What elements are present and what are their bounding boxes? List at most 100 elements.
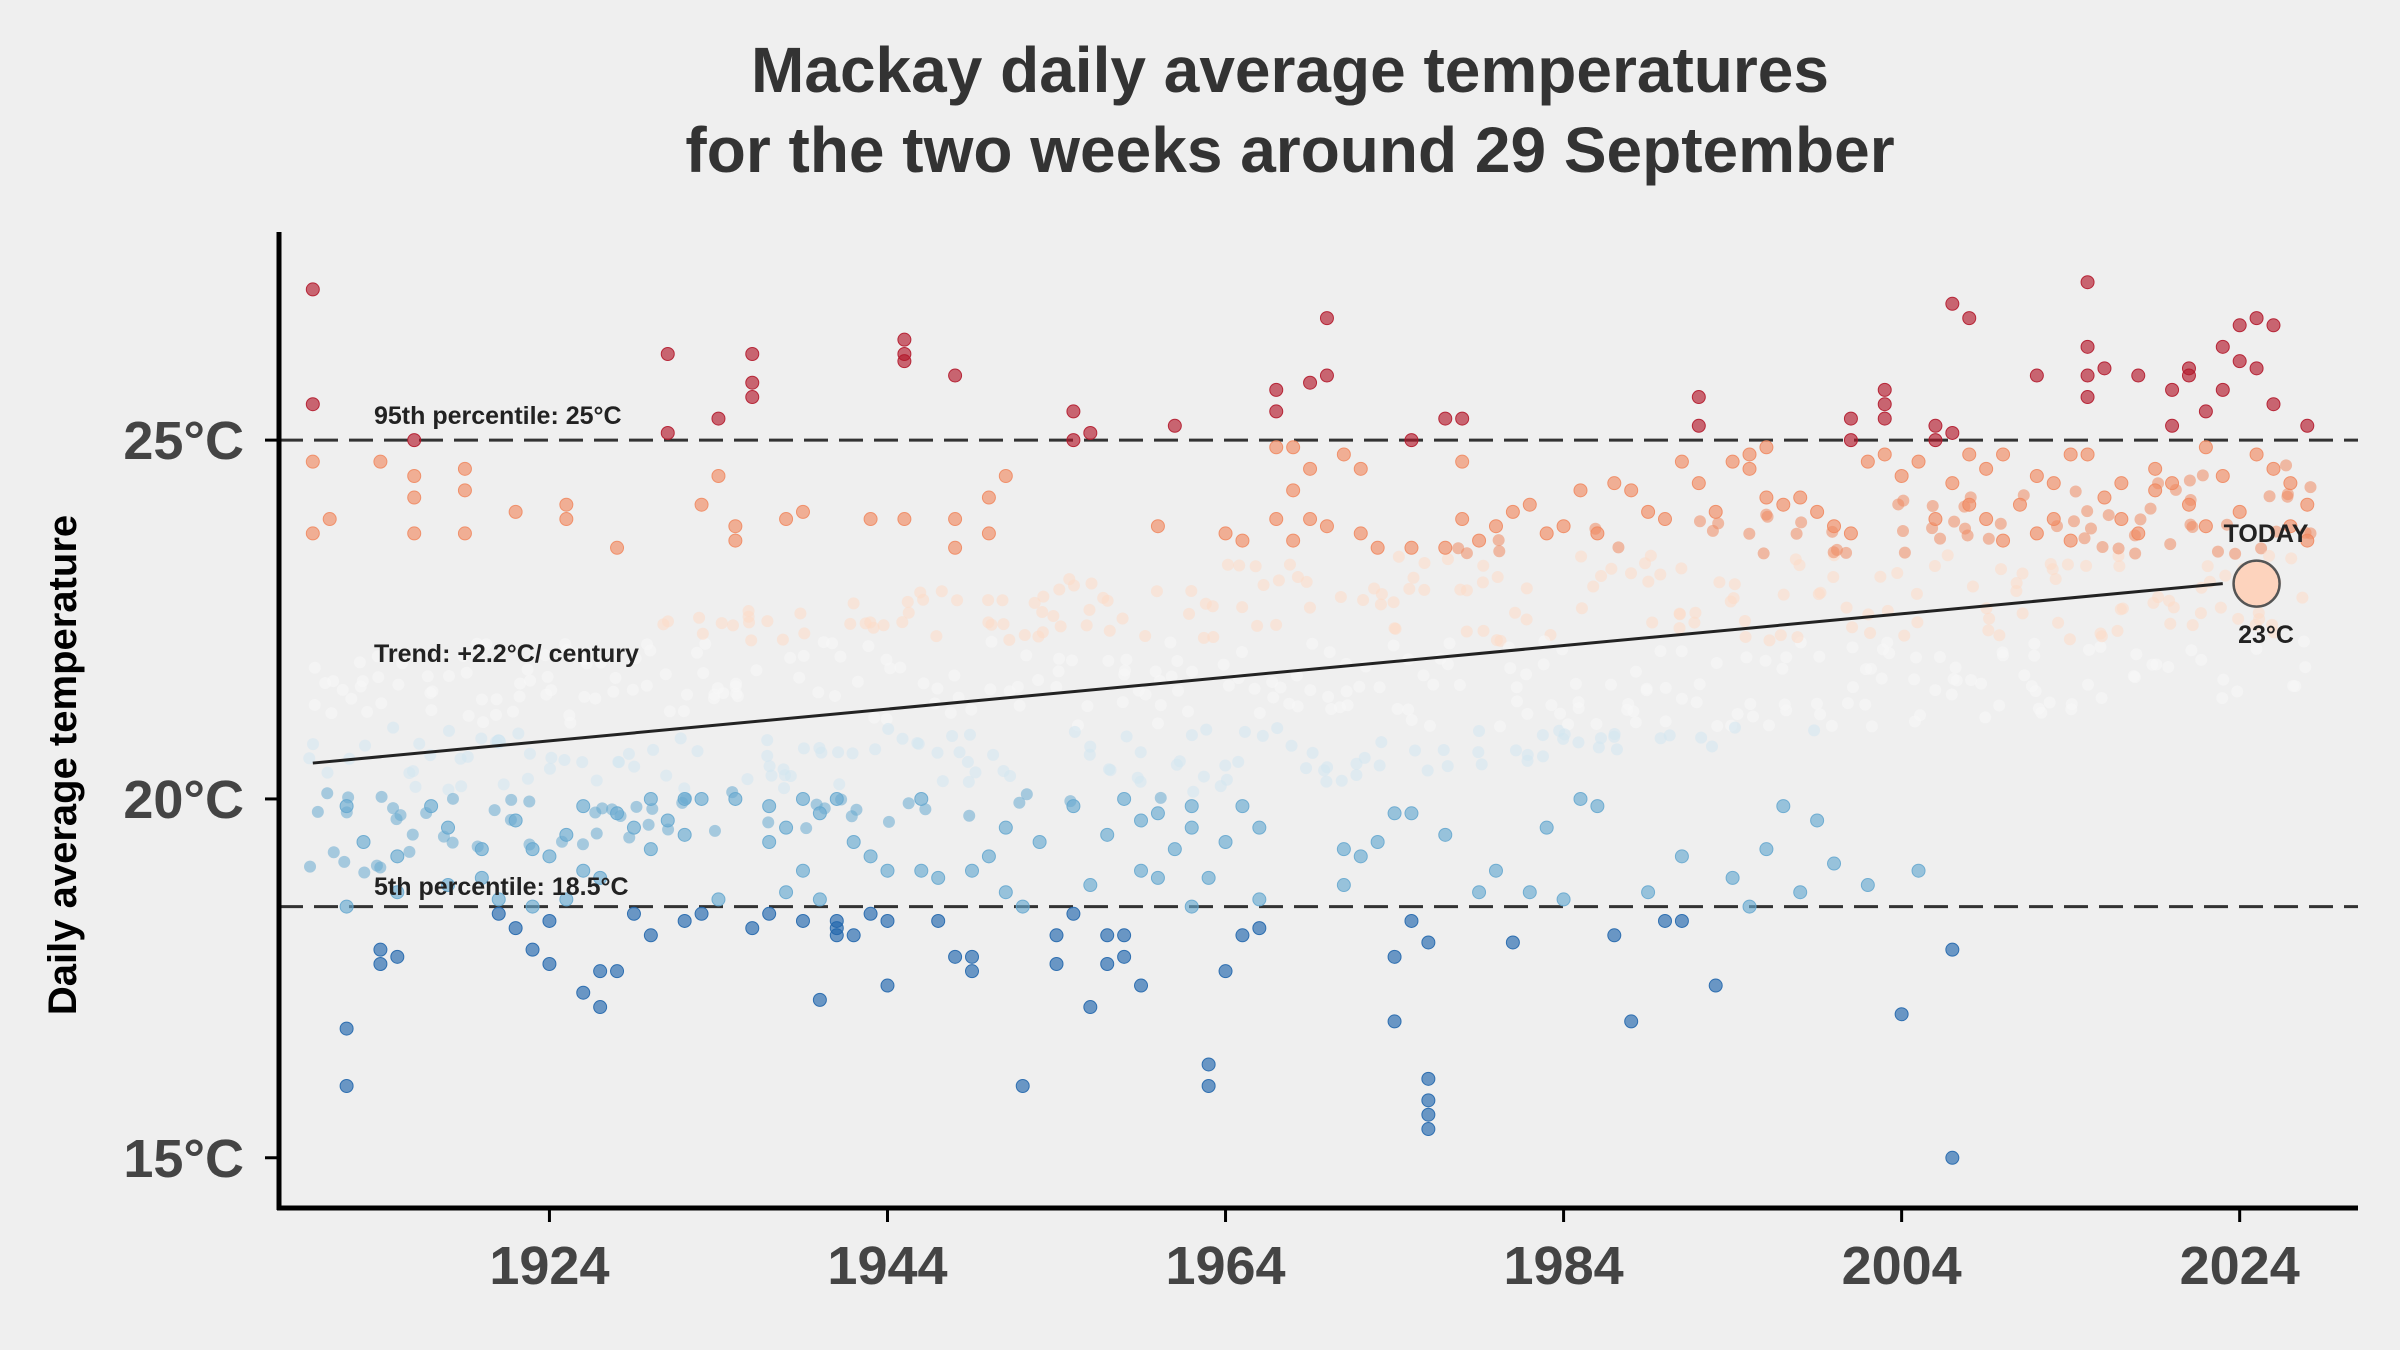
- scatter-point-fill: [390, 813, 403, 826]
- scatter-point: [2131, 526, 2146, 541]
- scatter-point-fill: [304, 860, 317, 873]
- scatter-point: [998, 469, 1013, 483]
- scatter-point-fill: [778, 769, 791, 782]
- scatter-point-fill: [564, 716, 577, 729]
- scatter-point-fill: [962, 775, 975, 788]
- scatter-point: [728, 791, 743, 806]
- scatter-point: [373, 454, 388, 469]
- scatter-point-fill: [1814, 708, 1827, 721]
- scatter-point-fill: [761, 734, 774, 747]
- scatter-point-fill: [1402, 703, 1415, 716]
- scatter-point: [1353, 849, 1368, 864]
- scatter-point-fill: [1472, 746, 1485, 759]
- scatter-point-fill: [868, 711, 881, 724]
- scatter-point: [1201, 1079, 1216, 1093]
- scatter-point-fill: [2162, 660, 2175, 673]
- scatter-point-fill: [2081, 505, 2094, 518]
- scatter-point-fill: [647, 743, 660, 756]
- scatter-point-fill: [797, 649, 810, 662]
- scatter-point-fill: [1271, 722, 1284, 735]
- scatter-point-fill: [406, 828, 419, 841]
- reference-label-5th: 5th percentile: 18.5°C: [374, 873, 629, 901]
- scatter-point-fill: [1790, 527, 1803, 540]
- scatter-point: [2249, 447, 2264, 462]
- scatter-point-fill: [558, 753, 571, 766]
- scatter-point: [1843, 433, 1858, 448]
- scatter-point: [1252, 892, 1267, 907]
- scatter-point-fill: [543, 762, 556, 775]
- scatter-point-fill: [761, 749, 774, 762]
- scatter-point-fill: [677, 705, 690, 718]
- scatter-point-fill: [1504, 662, 1517, 675]
- scatter-point-fill: [1054, 620, 1067, 633]
- scatter-point: [1911, 454, 1926, 469]
- scatter-point-fill: [1689, 606, 1702, 619]
- scatter-point: [880, 978, 895, 993]
- scatter-point: [1776, 497, 1791, 512]
- scatter-point: [1421, 1071, 1436, 1086]
- scatter-point-fill: [2255, 542, 2268, 555]
- scatter-point: [457, 526, 472, 541]
- scatter-point-fill: [1084, 740, 1097, 753]
- scatter-point-fill: [2046, 563, 2059, 576]
- scatter-point-fill: [1460, 547, 1473, 560]
- scatter-point: [1269, 382, 1284, 397]
- scatter-point: [1573, 791, 1588, 806]
- scatter-point: [339, 1079, 354, 1093]
- scatter-point-fill: [1037, 590, 1050, 603]
- scatter-point-fill: [1253, 706, 1266, 719]
- scatter-point-fill: [2201, 560, 2214, 573]
- scatter-point-fill: [640, 679, 653, 692]
- scatter-point: [2266, 461, 2281, 476]
- scatter-point-fill: [1185, 585, 1198, 598]
- x-tick-label: 1964: [1165, 1236, 1285, 1296]
- scatter-point: [1894, 1007, 1909, 1022]
- scatter-point: [1742, 447, 1757, 462]
- scatter-point: [1336, 447, 1351, 462]
- scatter-point-fill: [914, 586, 927, 599]
- scatter-point-fill: [1236, 601, 1249, 614]
- scatter-point-fill: [1520, 613, 1533, 626]
- scatter-point-fill: [1004, 770, 1017, 783]
- scatter-point-fill: [2211, 545, 2224, 558]
- scatter-point-fill: [1473, 724, 1486, 737]
- scatter-point: [542, 957, 557, 971]
- scatter-point-fill: [2196, 469, 2209, 482]
- scatter-point-fill: [2080, 559, 2093, 572]
- scatter-point-fill: [1558, 728, 1571, 741]
- scatter-point-fill: [919, 803, 932, 816]
- scatter-point-fill: [1846, 641, 1859, 654]
- scatter-point: [525, 842, 540, 857]
- scatter-point-fill: [336, 683, 349, 696]
- scatter-point: [407, 526, 422, 541]
- scatter-point-fill: [984, 683, 997, 696]
- scatter-point: [1945, 476, 1960, 491]
- scatter-point-fill: [1032, 673, 1045, 686]
- scatter-point-fill: [2285, 552, 2298, 565]
- scatter-point-fill: [2296, 591, 2309, 604]
- scatter-point-fill: [1780, 704, 1793, 717]
- scatter-point-fill: [884, 662, 897, 675]
- scatter-point: [812, 992, 827, 1007]
- scatter-point-fill: [612, 755, 625, 768]
- scatter-point-fill: [1421, 764, 1434, 777]
- scatter-point-fill: [457, 649, 470, 662]
- scatter-point: [1184, 820, 1199, 835]
- scatter-point-fill: [1791, 631, 1804, 644]
- scatter-point: [1370, 835, 1385, 849]
- scatter-point-fill: [1018, 629, 1031, 642]
- scatter-point-fill: [1536, 750, 1549, 763]
- scatter-point-fill: [851, 675, 864, 688]
- scatter-point-fill: [1594, 732, 1607, 745]
- scatter-point-fill: [844, 617, 857, 630]
- scatter-point-fill: [590, 827, 603, 840]
- scatter-point-fill: [1608, 730, 1621, 743]
- y-axis-ticks: 15°C 20°C 25°C: [123, 411, 279, 1189]
- scatter-point-fill: [1003, 633, 1016, 646]
- scatter-point-fill: [812, 686, 825, 699]
- scatter-point-fill: [1928, 560, 1941, 573]
- scatter-point-fill: [1340, 685, 1353, 698]
- scatter-point: [2080, 368, 2095, 383]
- scatter-point-fill: [1859, 698, 1872, 711]
- scatter-point-fill: [982, 594, 995, 607]
